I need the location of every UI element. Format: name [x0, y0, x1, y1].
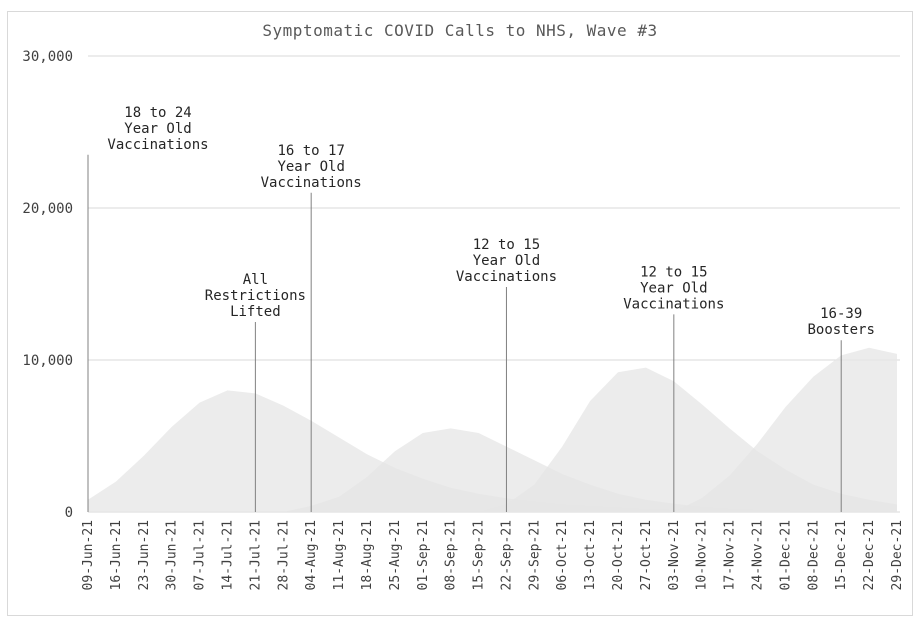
- y-tick-label: 0: [65, 505, 73, 521]
- chart-title: Symptomatic COVID Calls to NHS, Wave #3: [262, 21, 657, 40]
- annotation-label: Year Old: [277, 159, 344, 175]
- x-tick-label: 04-Aug-21: [304, 520, 319, 590]
- x-tick-label: 13-Oct-21: [583, 520, 598, 590]
- x-tick-label: 10-Nov-21: [695, 520, 710, 590]
- annotation-label: Vaccinations: [107, 137, 208, 153]
- x-tick-label: 07-Jul-21: [193, 520, 208, 590]
- x-tick-label: 30-Jun-21: [165, 520, 180, 590]
- annotation-label: 18 to 24: [124, 105, 191, 121]
- x-tick-label: 25-Aug-21: [388, 520, 403, 590]
- annotation-label: Vaccinations: [261, 175, 362, 191]
- x-tick-label: 01-Dec-21: [778, 520, 793, 590]
- annotation-label: Year Old: [640, 280, 707, 296]
- annotation-label: Year Old: [473, 253, 540, 269]
- x-tick-label: 29-Sep-21: [527, 520, 542, 590]
- x-tick-label: 23-Jun-21: [137, 520, 152, 590]
- x-tick-label: 15-Sep-21: [472, 520, 487, 590]
- annotation-label: Vaccinations: [456, 269, 557, 285]
- area-series-1: [88, 390, 897, 512]
- x-tick-label: 22-Dec-21: [862, 520, 877, 590]
- x-tick-label: 14-Jul-21: [220, 520, 235, 590]
- x-tick-label: 24-Nov-21: [751, 520, 766, 590]
- annotation-label: All: [243, 272, 268, 288]
- annotation-label: 16-39: [820, 306, 862, 322]
- area-layer: [88, 347, 897, 512]
- annotation-label: Lifted: [230, 304, 281, 320]
- area-series-4: [88, 347, 897, 512]
- x-tick-label: 16-Jun-21: [109, 520, 124, 590]
- y-tick-label: 20,000: [22, 201, 73, 217]
- annotation-label: Boosters: [807, 322, 874, 338]
- x-tick-label: 22-Sep-21: [499, 520, 514, 590]
- x-tick-label: 29-Dec-21: [890, 520, 905, 590]
- x-tick-label: 20-Oct-21: [611, 520, 626, 590]
- y-tick-label: 10,000: [22, 353, 73, 369]
- area-series-2: [88, 428, 897, 512]
- x-tick-label: 06-Oct-21: [555, 520, 570, 590]
- annotation-label: Restrictions: [205, 288, 306, 304]
- x-axis-ticks: 09-Jun-21 16-Jun-21 23-Jun-21 30-Jun-21 07-J…: [81, 520, 905, 590]
- x-tick-label: 03-Nov-21: [667, 520, 682, 590]
- y-axis-ticks: 0 10,000 20,000 30,000: [22, 49, 73, 521]
- x-tick-label: 11-Aug-21: [332, 520, 347, 590]
- annotation-label: 16 to 17: [277, 143, 344, 159]
- area-series-3: [88, 367, 897, 512]
- y-tick-label: 30,000: [22, 49, 73, 65]
- x-tick-label: 28-Jul-21: [276, 520, 291, 590]
- annotation-label: Year Old: [124, 121, 191, 137]
- x-tick-label: 27-Oct-21: [639, 520, 654, 590]
- x-tick-label: 18-Aug-21: [360, 520, 375, 590]
- x-tick-label: 09-Jun-21: [81, 520, 96, 590]
- chart-frame: [7, 11, 913, 616]
- x-tick-label: 17-Nov-21: [723, 520, 738, 590]
- x-tick-label: 01-Sep-21: [416, 520, 431, 590]
- annotation-label: Vaccinations: [623, 296, 724, 312]
- annotation-label: 12 to 15: [640, 264, 707, 280]
- x-tick-label: 21-Jul-21: [248, 520, 263, 590]
- x-tick-label: 08-Dec-21: [806, 520, 821, 590]
- x-tick-label: 08-Sep-21: [444, 520, 459, 590]
- x-tick-label: 15-Dec-21: [834, 520, 849, 590]
- annotation-label: 12 to 15: [473, 237, 540, 253]
